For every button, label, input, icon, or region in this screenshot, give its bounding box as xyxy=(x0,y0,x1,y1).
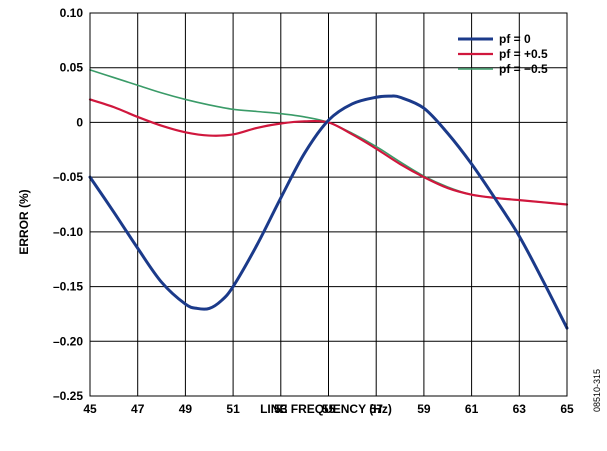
x-tick-label: 59 xyxy=(417,402,431,416)
series-lines xyxy=(88,69,569,330)
x-tick-labels: 45 47 49 51 53 55 57 59 61 63 65 xyxy=(83,402,574,416)
x-tick-label: 49 xyxy=(179,402,193,416)
x-axis-title: LINE FREQUENCY (Hz) xyxy=(260,402,392,416)
legend: pf = 0pf = +0.5pf = −0.5 xyxy=(458,32,548,76)
x-tick-label: 45 xyxy=(83,402,97,416)
x-tick-label: 51 xyxy=(226,402,240,416)
x-tick-label: 61 xyxy=(465,402,479,416)
y-tick-label: –0.20 xyxy=(53,334,83,348)
y-tick-label: 0.10 xyxy=(60,6,84,20)
y-tick-label: 0 xyxy=(76,115,83,129)
series-line-pf-plus-0-5 xyxy=(88,98,569,206)
legend-item-pf-minus-0-5-label: pf = −0.5 xyxy=(499,62,548,76)
y-tick-label: –0.10 xyxy=(53,225,83,239)
series-line-pf-0 xyxy=(88,94,569,330)
y-tick-label: –0.05 xyxy=(53,170,83,184)
x-tick-label: 57 xyxy=(370,402,384,416)
plot-frame xyxy=(89,12,568,397)
figure-id: 08510-315 xyxy=(592,369,602,412)
y-tick-label: 0.05 xyxy=(60,61,84,75)
y-axis-title: ERROR (%) xyxy=(17,189,31,254)
x-tick-label: 53 xyxy=(274,402,288,416)
y-tick-label: –0.15 xyxy=(53,280,83,294)
grid-lines xyxy=(89,12,568,397)
legend-item-pf-plus-0-5-label: pf = +0.5 xyxy=(499,47,548,61)
x-tick-label: 55 xyxy=(322,402,336,416)
y-tick-labels: 0.10 0.05 0 –0.05 –0.10 –0.15 –0.20 –0.25 xyxy=(53,6,83,403)
y-tick-label: –0.25 xyxy=(53,389,83,403)
x-tick-label: 65 xyxy=(560,402,574,416)
x-tick-label: 47 xyxy=(131,402,145,416)
x-tick-label: 63 xyxy=(513,402,527,416)
legend-item-pf-0-label: pf = 0 xyxy=(499,32,531,46)
